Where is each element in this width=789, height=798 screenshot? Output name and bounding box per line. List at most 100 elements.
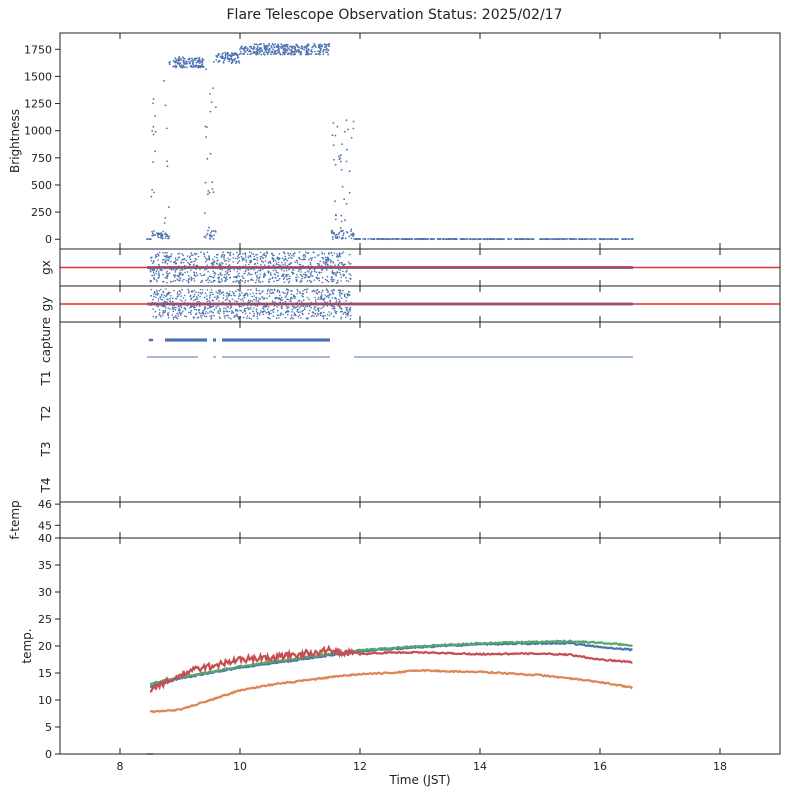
gx-point [168, 272, 171, 274]
gx-point [289, 256, 292, 259]
gx-point [321, 251, 323, 254]
brightness-point [348, 235, 351, 238]
gy-point [266, 308, 269, 310]
gy-point [199, 305, 201, 308]
gx-point [157, 277, 159, 279]
gy-point [190, 298, 192, 301]
gx-point [175, 259, 177, 261]
gy-point [348, 293, 350, 296]
brightness-point [350, 136, 353, 139]
brightness-point [354, 238, 357, 240]
gx-point [223, 276, 225, 279]
gx-point [158, 251, 161, 254]
gy-point [199, 288, 202, 291]
gy-point [181, 312, 183, 314]
gx-point [179, 279, 181, 282]
gx-point [297, 270, 300, 272]
gx-point [340, 276, 343, 279]
gy-point [300, 300, 303, 303]
gx-point [288, 268, 290, 271]
gx-point [237, 254, 240, 256]
gy-point [181, 300, 183, 302]
gy-point [238, 316, 240, 318]
gx-point [155, 254, 157, 256]
gy-point [205, 315, 208, 318]
brightness-point [272, 48, 274, 50]
gx-point [318, 272, 321, 274]
gx-point [348, 273, 350, 275]
gx-point [305, 251, 307, 253]
brightness-point [448, 238, 451, 241]
brightness-point [164, 217, 167, 219]
brightness-point [342, 232, 345, 235]
gy-point [247, 289, 249, 291]
gx-point [248, 255, 250, 257]
gy-point [209, 301, 211, 303]
gy-point [268, 313, 270, 316]
gx-point [190, 254, 193, 256]
gx-point [213, 271, 216, 274]
gy-point [270, 312, 272, 315]
gy-point [276, 290, 279, 293]
brightness-point [224, 55, 227, 57]
brightness-point [196, 60, 199, 62]
gx-point [188, 256, 191, 259]
brightness-point [321, 44, 323, 46]
gx-point [324, 261, 327, 263]
gy-point [273, 308, 275, 310]
gx-point [263, 276, 265, 279]
gx-point [179, 269, 181, 272]
gx-point [279, 257, 281, 260]
gy-point [302, 299, 305, 302]
gx-point [214, 273, 217, 275]
gx-point [339, 253, 341, 255]
brightness-point [151, 188, 154, 191]
gy-point [302, 293, 305, 295]
gy-point [232, 311, 235, 314]
brightness-point [208, 191, 211, 194]
gx-point [307, 276, 310, 278]
gy-point [321, 294, 323, 296]
brightness-point [166, 160, 168, 163]
gy-point [349, 306, 352, 309]
brightness-point [201, 57, 204, 60]
gy-point [196, 317, 199, 319]
brightness-point [174, 57, 177, 59]
gx-point [219, 263, 222, 266]
gy-point [345, 299, 347, 302]
brightness-point [290, 49, 293, 52]
gx-point [306, 270, 309, 272]
gx-point [219, 273, 222, 276]
gx-point [309, 273, 312, 275]
gy-point [184, 308, 187, 311]
gy-point [155, 293, 157, 296]
brightness-point [311, 46, 314, 48]
gx-point [295, 259, 298, 262]
brightness-point [341, 143, 343, 146]
gy-point [170, 295, 172, 297]
gx-point [256, 277, 259, 279]
gy-point [289, 318, 292, 320]
gx-point [170, 269, 173, 271]
brightness-point [255, 52, 258, 55]
gy-point [259, 292, 262, 295]
gx-point [152, 262, 154, 264]
gy-point [293, 307, 295, 310]
gy-point [293, 295, 295, 298]
gy-point [252, 310, 254, 313]
brightness-point [350, 228, 353, 231]
gy-point [159, 296, 162, 299]
brightness-point [336, 237, 339, 240]
brightness-point [294, 49, 297, 52]
gx-point [347, 261, 350, 263]
y-tick-label: 35 [38, 559, 52, 572]
brightness-point [217, 61, 220, 63]
brightness-point [344, 237, 347, 240]
gy-point [216, 297, 219, 299]
brightness-point [325, 45, 328, 47]
gx-ylabel: gx [39, 260, 53, 275]
brightness-point [251, 52, 253, 55]
gx-point [291, 269, 294, 271]
gy-point [158, 309, 161, 311]
gx-point [190, 261, 192, 264]
